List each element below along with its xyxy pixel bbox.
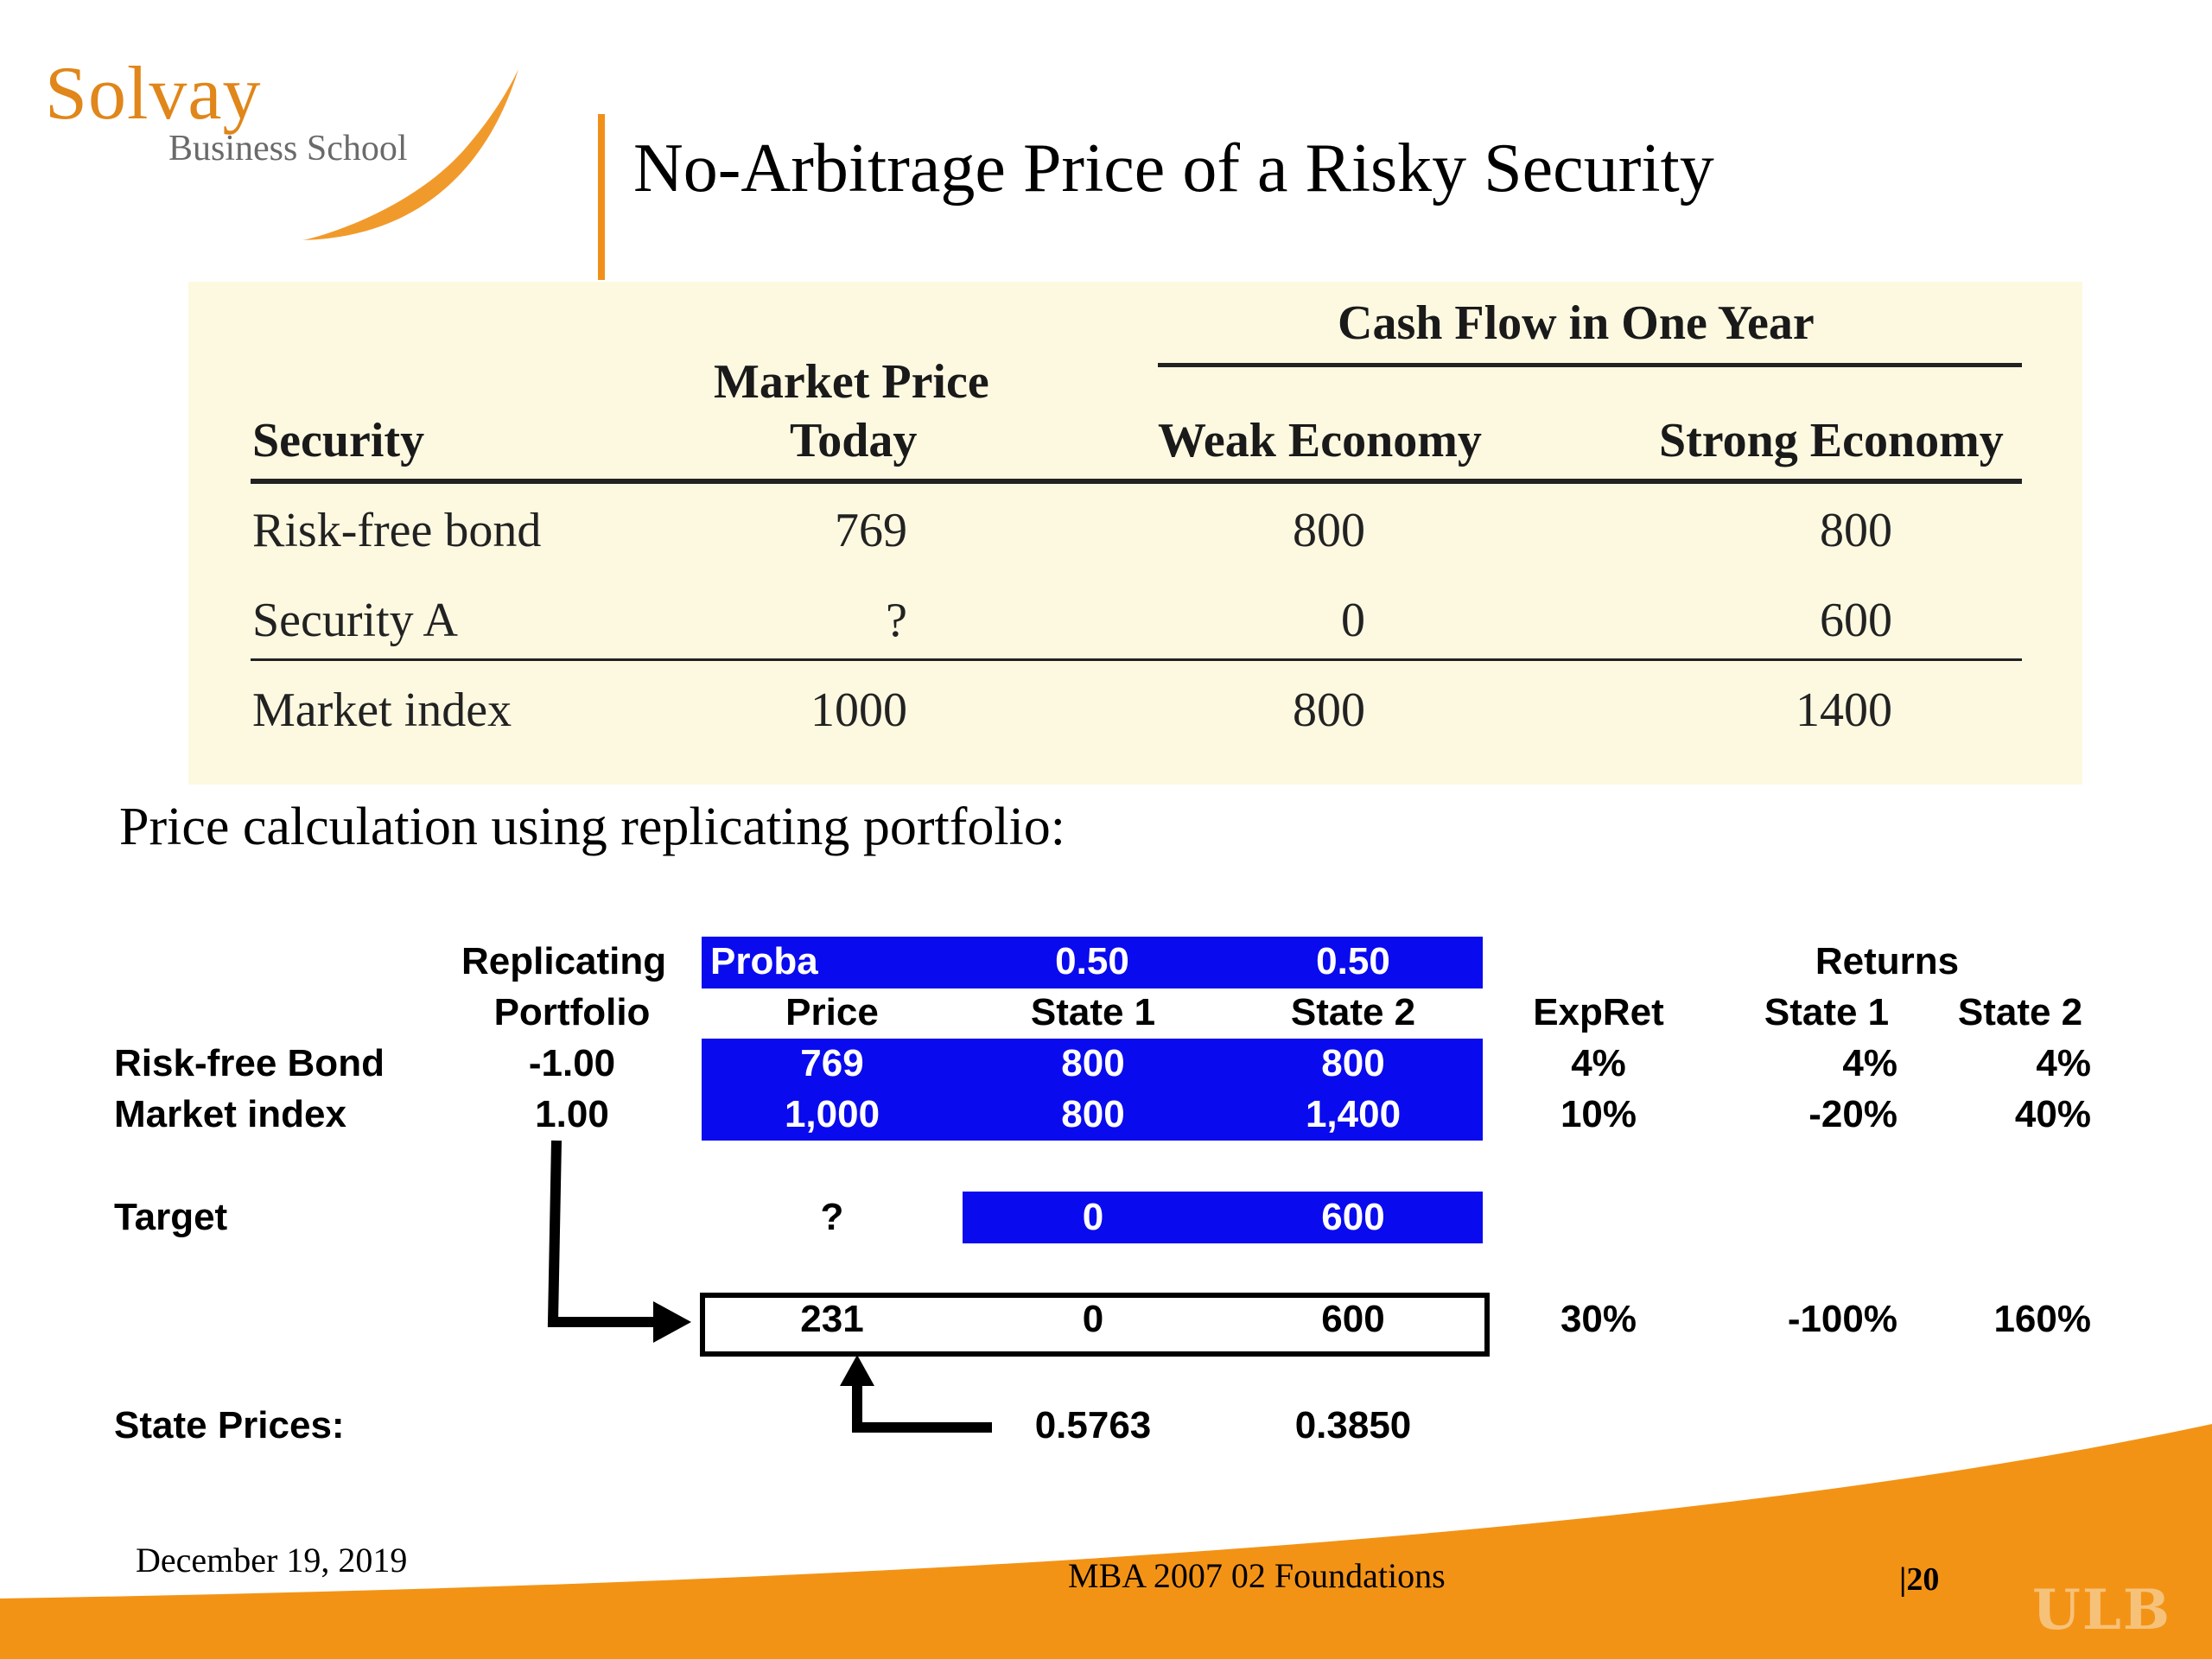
result-return-state1: -100% — [1787, 1298, 1897, 1340]
row-security: Market index — [252, 683, 512, 737]
solvay-logo-swoosh — [302, 69, 518, 240]
row-strong: 600 — [1820, 594, 1892, 647]
header-state2: State 2 — [1290, 991, 1416, 1033]
header-security: Security — [252, 414, 425, 467]
row-weight: -1.00 — [528, 1042, 616, 1084]
row-security: Risk-free bond — [252, 504, 542, 557]
row-label: Market index — [114, 1093, 346, 1135]
header-proba: Proba — [710, 940, 818, 982]
logo-wordmark: Solvay — [45, 52, 262, 136]
proba-state2: 0.50 — [1316, 940, 1390, 982]
row-price: 769 — [800, 1042, 864, 1084]
result-state1: 0 — [1082, 1298, 1104, 1340]
group-header-rule — [1158, 363, 2022, 367]
result-expret: 30% — [1560, 1298, 1637, 1340]
proba-state1: 0.50 — [1055, 940, 1129, 982]
header-state1: State 1 — [1030, 991, 1156, 1033]
portfolio-to-result-arrow — [547, 1140, 691, 1343]
row-strong: 1400 — [1796, 683, 1892, 737]
target-label: Target — [114, 1196, 228, 1238]
target-state2: 600 — [1321, 1196, 1385, 1238]
footer-course: MBA 2007 02 Foundations — [1068, 1556, 1446, 1595]
row-strong: 800 — [1820, 504, 1892, 557]
ulb-logo: ULB — [2032, 1578, 2171, 1643]
title-accent-bar — [598, 114, 605, 280]
row-weak: 800 — [1293, 504, 1365, 557]
row-expret: 4% — [1571, 1042, 1626, 1084]
row-price: 769 — [835, 504, 907, 557]
row-state1: 800 — [1061, 1042, 1125, 1084]
row-weak: 800 — [1293, 683, 1365, 737]
target-values-block — [963, 1192, 1483, 1243]
result-return-state2: 160% — [1993, 1298, 2091, 1340]
row-rule — [251, 658, 2022, 661]
header-cash-flow: Cash Flow in One Year — [1338, 296, 1815, 350]
result-state2: 600 — [1321, 1298, 1385, 1340]
header-weak-economy: Weak Economy — [1158, 414, 1482, 467]
header-rule — [251, 479, 2022, 484]
header-return-state2: State 2 — [1957, 991, 2083, 1033]
header-returns: Returns — [1815, 940, 1960, 982]
footer-wave — [0, 1424, 2212, 1659]
header-market-price-2: Today — [790, 414, 918, 467]
row-return-state1: -20% — [1808, 1093, 1897, 1135]
header-market-price-1: Market Price — [714, 355, 989, 409]
row-return-state1: 4% — [1842, 1042, 1897, 1084]
header-replicating: Replicating — [461, 940, 667, 982]
row-label: Risk-free Bond — [114, 1042, 385, 1084]
section-subtitle: Price calculation using replicating port… — [119, 798, 1066, 856]
result-price: 231 — [800, 1298, 864, 1340]
logo-subtitle: Business School — [168, 129, 408, 168]
row-state1: 800 — [1061, 1093, 1125, 1135]
row-return-state2: 4% — [2036, 1042, 2091, 1084]
header-portfolio: Portfolio — [493, 991, 651, 1033]
row-return-state2: 40% — [2014, 1093, 2091, 1135]
row-security: Security A — [252, 594, 458, 647]
footer-date: December 19, 2019 — [136, 1541, 408, 1580]
row-price: ? — [886, 594, 907, 647]
state-price-2: 0.3850 — [1294, 1404, 1412, 1446]
header-strong-economy: Strong Economy — [1659, 414, 2004, 467]
page-number: |20 — [1899, 1561, 1940, 1598]
header-price: Price — [785, 991, 879, 1033]
row-weight: 1.00 — [535, 1093, 609, 1135]
row-price: 1000 — [810, 683, 907, 737]
proba-band — [702, 937, 1483, 988]
state-price-1: 0.5763 — [1034, 1404, 1152, 1446]
row-price: 1,000 — [784, 1093, 880, 1135]
row-state2: 800 — [1321, 1042, 1385, 1084]
asset-values-block — [702, 1039, 1483, 1141]
header-return-state1: State 1 — [1764, 991, 1890, 1033]
row-weak: 0 — [1341, 594, 1365, 647]
result-box — [700, 1293, 1490, 1357]
state-prices-label: State Prices: — [114, 1404, 345, 1446]
state-prices-to-price-arrow — [840, 1355, 992, 1433]
header-expret: ExpRet — [1533, 991, 1664, 1033]
slide-title: No-Arbitrage Price of a Risky Security — [633, 130, 1714, 207]
row-expret: 10% — [1560, 1093, 1637, 1135]
row-state2: 1,400 — [1305, 1093, 1402, 1135]
target-price: ? — [820, 1196, 844, 1238]
target-state1: 0 — [1082, 1196, 1104, 1238]
